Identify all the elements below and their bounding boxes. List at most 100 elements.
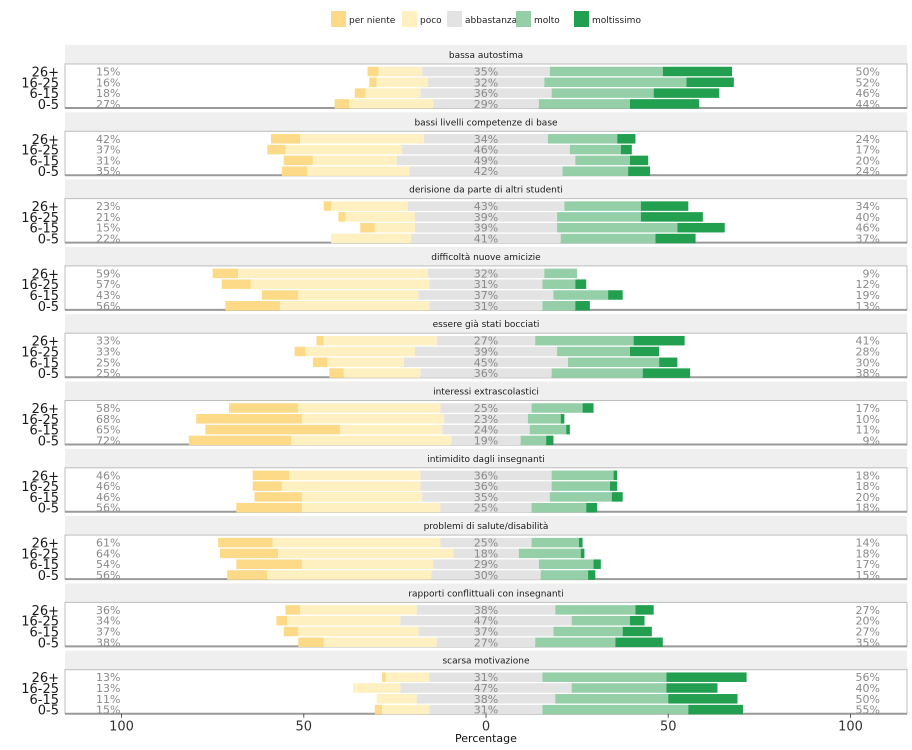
bar-segment [542, 672, 667, 682]
bar-segment [436, 637, 536, 648]
pct-mid: 25% [474, 537, 498, 550]
bar-segment [427, 77, 545, 88]
bar-segment [414, 346, 558, 357]
pct-mid: 31% [474, 671, 498, 684]
x-tick-label: 100 [109, 720, 134, 735]
row-label: 26+ [32, 335, 59, 350]
pct-mid: 36% [474, 87, 498, 100]
row-label: 6-15 [29, 626, 59, 641]
bar-row: 0-5 56% 31% 13% [38, 300, 880, 315]
bar-segment [659, 357, 678, 368]
pct-right: 14% [856, 537, 880, 550]
bar-segment [312, 357, 328, 368]
legend-swatch [331, 11, 346, 27]
pct-right: 44% [856, 98, 880, 111]
legend-label: per niente [349, 16, 396, 26]
panel: problemi di salute/disabilità 26+ 61% 25% 14… [21, 516, 908, 584]
row-label: 0-5 [38, 233, 59, 248]
bar-row: 0-5 27% 29% 44% [38, 98, 880, 113]
bar-segment [611, 492, 623, 502]
bar-segment [444, 414, 528, 424]
row-label: 6-15 [29, 693, 59, 708]
bar-segment [538, 99, 630, 109]
bar-segment [301, 502, 441, 513]
bar-segment [307, 166, 410, 176]
pct-left: 43% [96, 289, 120, 302]
bar-segment [609, 481, 618, 491]
bar-segment [555, 605, 636, 615]
panel-header [65, 45, 907, 64]
bar-segment [433, 99, 539, 109]
bar-segment [535, 637, 616, 648]
bar-segment [382, 672, 386, 682]
pct-left: 72% [96, 434, 120, 447]
row-label: 26+ [32, 537, 59, 552]
bar-segment [427, 268, 545, 279]
pct-mid: 29% [474, 98, 498, 111]
bar-segment [338, 212, 346, 222]
bar-segment [575, 279, 587, 289]
row-label: 0-5 [38, 434, 59, 449]
bar-segment [298, 403, 441, 413]
bar-row: 6-15 65% 24% 11% [29, 424, 880, 439]
bar-segment [629, 615, 645, 626]
pct-mid: 49% [474, 154, 498, 167]
bar-segment [420, 88, 552, 98]
panel-header [65, 448, 907, 468]
bar-segment [582, 403, 594, 413]
bar-segment [283, 155, 313, 166]
pct-left: 56% [96, 569, 120, 582]
pct-left: 16% [96, 76, 120, 89]
bar-segment [629, 155, 649, 166]
bar-segment [285, 144, 403, 155]
bar-segment [365, 88, 421, 98]
row-label: 6-15 [29, 222, 59, 237]
bar-segment [343, 368, 421, 378]
bar-segment [640, 212, 703, 222]
bar-row: 26+ 59% 32% 9% [32, 267, 880, 282]
bar-segment [188, 435, 291, 446]
bar-segment [555, 694, 669, 704]
bar-segment [553, 626, 623, 637]
pct-mid: 39% [474, 222, 498, 235]
bar-segment [420, 470, 552, 481]
x-tick-label: 50 [660, 720, 677, 735]
bar-segment [540, 570, 589, 580]
pct-left: 37% [96, 144, 120, 157]
bar-segment [400, 615, 572, 626]
bar-segment [575, 155, 630, 166]
pct-right: 9% [863, 434, 880, 447]
panel-header [65, 112, 907, 132]
bar-row: 16-25 16% 32% 52% [21, 76, 880, 91]
bar-segment [212, 268, 239, 279]
bar-segment [549, 66, 663, 77]
pct-left: 15% [96, 222, 120, 235]
bar-segment [547, 134, 618, 144]
bar-segment [352, 683, 401, 693]
bar-segment [414, 212, 558, 222]
legend-item: per niente [331, 11, 396, 27]
legend-label: poco [420, 16, 442, 26]
bar-segment [205, 424, 341, 435]
row-label: 0-5 [38, 502, 59, 517]
bar-row: 6-15 31% 49% 20% [29, 154, 880, 169]
bar-segment [300, 134, 425, 144]
pct-right: 30% [856, 356, 880, 369]
bar-segment [236, 502, 302, 513]
bar-segment [301, 492, 423, 502]
row-label: 16-25 [21, 615, 59, 630]
pct-left: 27% [96, 98, 120, 111]
bar-segment [414, 222, 558, 233]
pct-right: 19% [856, 289, 880, 302]
bar-segment [281, 166, 308, 176]
bar-segment [549, 492, 612, 502]
legend-swatch [402, 11, 417, 27]
pct-right: 15% [856, 569, 880, 582]
pct-mid: 43% [474, 200, 498, 213]
pct-left: 21% [96, 211, 120, 224]
bar-segment [403, 357, 569, 368]
bar-segment [453, 548, 519, 559]
